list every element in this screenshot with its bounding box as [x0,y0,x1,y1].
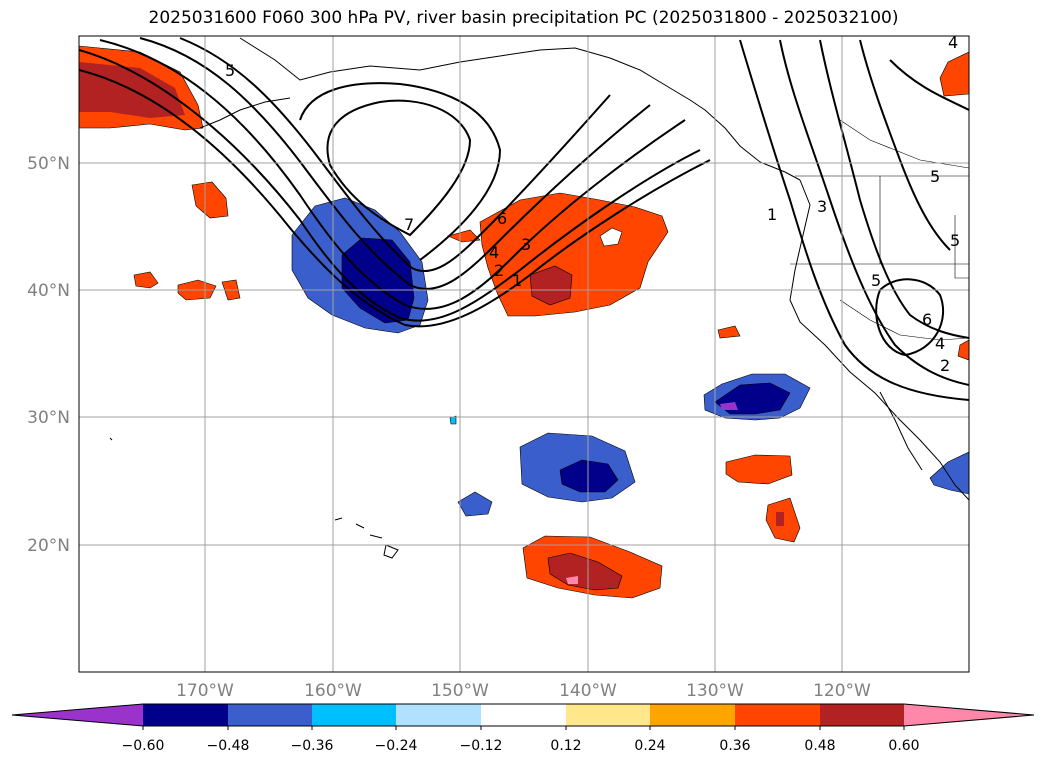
lon-label: 140°W [559,681,617,701]
colorbar-tick-label: 0.48 [804,738,835,754]
contour-label: 4 [935,334,945,353]
colorbar-tick-label: −0.36 [291,738,334,754]
colorbar-segment [820,704,904,726]
colorbar-segment [228,704,312,726]
contour-labels: 5 7 6 4 3 2 1 1 3 5 5 6 4 2 4 5 [225,33,960,375]
contour-label: 5 [225,61,235,80]
contour-label: 5 [930,167,940,186]
lat-label: 30°N [27,408,70,428]
colorbar-segment [566,704,650,726]
colorbar-segment [12,704,143,726]
contour-label: 5 [950,231,960,250]
latitude-labels: 50°N 40°N 30°N 20°N [27,154,70,556]
gridlines [79,36,969,672]
contour-label: 1 [767,205,777,224]
longitude-labels: 170°W 160°W 150°W 140°W 130°W 120°W [176,681,871,701]
map-area: 5 7 6 4 3 2 1 1 3 5 5 6 4 2 4 5 [79,33,969,672]
colorbar-tick-label: 0.60 [888,738,919,754]
lon-label: 160°W [304,681,362,701]
contour-label: 6 [922,310,932,329]
lat-label: 50°N [27,154,70,174]
colorbar-segment [481,704,566,726]
map-title: 2025031600 F060 300 hPa PV, river basin … [148,8,899,28]
lon-label: 120°W [813,681,871,701]
colorbar-tick-label: −0.48 [207,738,250,754]
lon-label: 130°W [686,681,744,701]
contour-label: 1 [512,271,522,290]
colorbar-tick-label: −0.24 [375,738,418,754]
colorbar-tick-label: 0.12 [550,738,581,754]
contour-label: 2 [494,261,504,280]
lat-label: 40°N [27,281,70,301]
colorbar-tick-labels: −0.60 −0.48 −0.36 −0.24 −0.12 0.12 0.24 … [122,738,920,754]
colorbar-tick-label: −0.60 [122,738,165,754]
contour-label: 3 [817,197,827,216]
colorbar-segment [312,704,396,726]
contour-label: 3 [521,235,531,254]
contour-label: 4 [489,243,499,262]
lat-label: 20°N [27,536,70,556]
contour-label: 5 [871,271,881,290]
colorbar-segment [143,704,228,726]
contour-label: 2 [940,356,950,375]
colorbar-segment [735,704,820,726]
colorbar-tick-label: 0.24 [634,738,665,754]
colorbar-segment [396,704,481,726]
colorbar [11,703,1035,730]
lon-label: 150°W [431,681,489,701]
contour-label: 6 [497,209,507,228]
colorbar-tick-label: 0.36 [719,738,750,754]
lon-label: 170°W [176,681,234,701]
contour-label: 7 [404,215,414,234]
colorbar-segment [650,704,735,726]
map-frame [78,35,970,673]
colorbar-tick-label: −0.12 [460,738,503,754]
contour-label: 4 [948,33,958,52]
colorbar-segment [904,704,1034,726]
